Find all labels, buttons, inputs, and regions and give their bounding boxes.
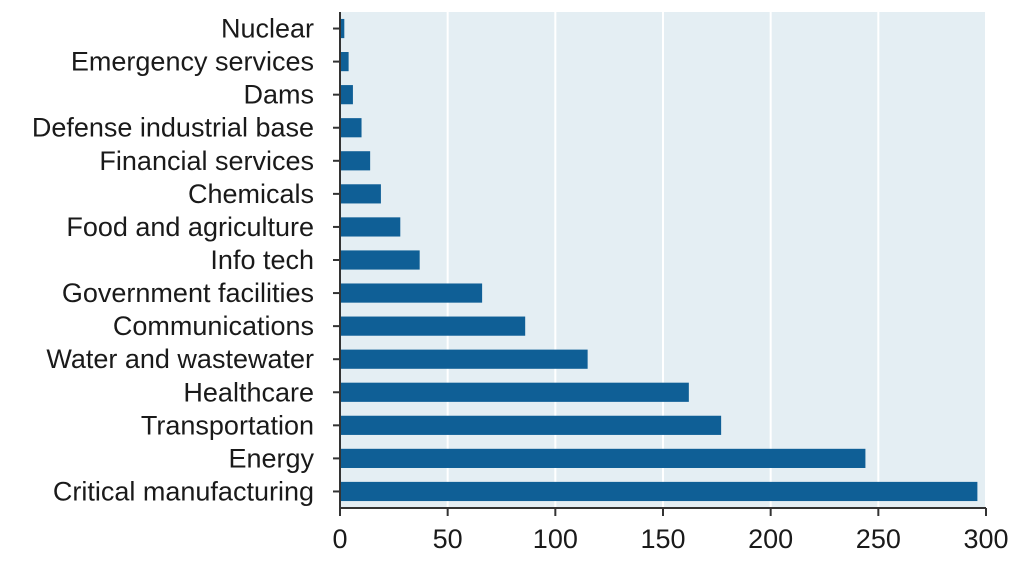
- category-label-water-and-wastewater: Water and wastewater: [46, 344, 314, 374]
- x-tick-label-200: 200: [748, 524, 793, 554]
- bar-nuclear: [340, 18, 345, 39]
- category-label-food-and-agriculture: Food and agriculture: [66, 212, 314, 242]
- category-label-nuclear: Nuclear: [221, 14, 314, 44]
- x-tick-label-250: 250: [856, 524, 901, 554]
- bar-food-and-agriculture: [340, 217, 401, 237]
- category-label-communications: Communications: [113, 311, 314, 341]
- bar-water-and-wastewater: [340, 349, 588, 369]
- category-label-financial-services: Financial services: [99, 146, 314, 176]
- bar-chemicals: [340, 184, 381, 204]
- x-tick-label-300: 300: [963, 524, 1008, 554]
- bar-government-facilities: [340, 283, 483, 303]
- bar-financial-services: [340, 151, 371, 171]
- category-label-transportation: Transportation: [141, 410, 314, 440]
- category-label-dams: Dams: [243, 80, 314, 110]
- grid-layer: [446, 12, 987, 508]
- category-label-critical-manufacturing: Critical manufacturing: [53, 476, 314, 506]
- x-tick-label-100: 100: [533, 524, 578, 554]
- bar-emergency-services: [340, 52, 349, 72]
- bar-defense-industrial-base: [340, 118, 362, 138]
- bar-healthcare: [340, 382, 689, 402]
- x-tick-label-150: 150: [640, 524, 685, 554]
- category-label-defense-industrial-base: Defense industrial base: [32, 113, 314, 143]
- x-tick-label-0: 0: [332, 524, 347, 554]
- category-label-emergency-services: Emergency services: [71, 47, 314, 77]
- category-label-government-facilities: Government facilities: [62, 278, 314, 308]
- bar-dams: [340, 85, 353, 105]
- axis-layer: 0 50 100 150 200 250 300: [332, 12, 1009, 554]
- bar-critical-manufacturing: [340, 481, 978, 502]
- x-tick-label-50: 50: [433, 524, 463, 554]
- category-label-info-tech: Info tech: [210, 245, 314, 275]
- bar-energy: [340, 448, 866, 468]
- category-label-healthcare: Healthcare: [183, 377, 314, 407]
- category-label-chemicals: Chemicals: [188, 179, 314, 209]
- bar-layer: [340, 18, 978, 502]
- bar-info-tech: [340, 250, 420, 270]
- bar-transportation: [340, 415, 722, 435]
- category-label-energy: Energy: [228, 443, 314, 473]
- bar-communications: [340, 316, 526, 336]
